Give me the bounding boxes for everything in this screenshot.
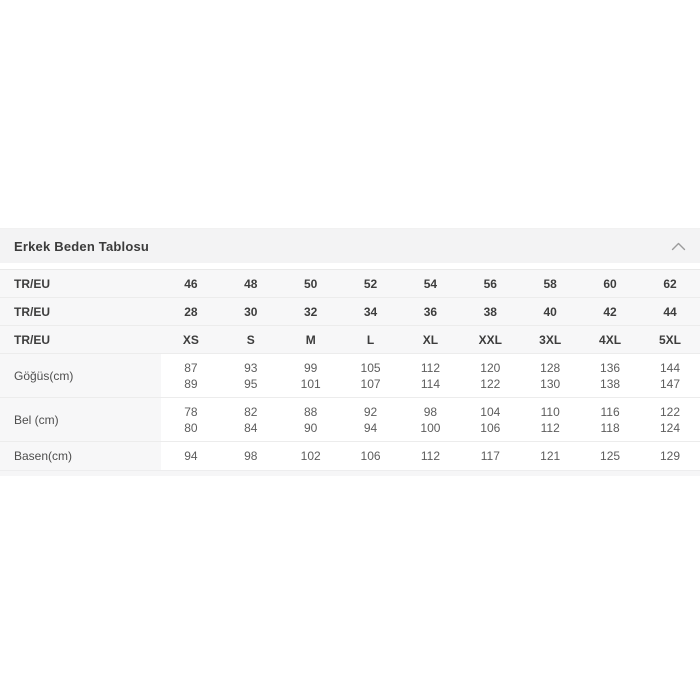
table-cell: 129 [640, 441, 700, 471]
table-cell: 28 [161, 297, 221, 326]
row-label: Bel (cm) [0, 397, 161, 442]
accordion-header[interactable]: Erkek Beden Tablosu [0, 228, 700, 263]
size-chart-panel: Erkek Beden Tablosu TR/EU 46 48 50 52 54… [0, 228, 700, 476]
table-cell: 82 84 [220, 397, 281, 442]
table-cell: 87 89 [161, 353, 221, 398]
table-cell: 88 90 [280, 397, 341, 442]
table-cell: 98 [220, 441, 281, 471]
table-cell: 128 130 [520, 353, 581, 398]
table-cell: 36 [400, 297, 461, 326]
table-cell: 120 122 [460, 353, 521, 398]
table-cell: XS [161, 325, 221, 354]
table-cell: XL [400, 325, 461, 354]
table-cell: 50 [280, 269, 341, 298]
table-cell: XXL [460, 325, 521, 354]
table-cell: 94 [161, 441, 221, 471]
table-cell: 110 112 [520, 397, 581, 442]
table-cell: S [220, 325, 281, 354]
table-cell: 105 107 [340, 353, 401, 398]
table-cell: 125 [580, 441, 640, 471]
table-cell: 32 [280, 297, 341, 326]
table-cell: 117 [460, 441, 521, 471]
table-cell: 56 [460, 269, 521, 298]
row-label: Basen(cm) [0, 441, 161, 471]
table-cell: 92 94 [340, 397, 401, 442]
table-cell: 136 138 [580, 353, 640, 398]
row-label: TR/EU [0, 297, 161, 326]
table-cell: 58 [520, 269, 581, 298]
table-cell: 144 147 [640, 353, 700, 398]
panel-bottom-strip [0, 471, 700, 476]
table-row: Basen(cm) 94 98 102 106 112 117 121 125 … [0, 441, 700, 471]
table-row: Bel (cm) 78 80 82 84 88 90 92 94 98 100 … [0, 397, 700, 442]
table-cell: 106 [340, 441, 401, 471]
table-cell: 93 95 [220, 353, 281, 398]
row-label: TR/EU [0, 325, 161, 354]
table-cell: 78 80 [161, 397, 221, 442]
table-cell: 116 118 [580, 397, 640, 442]
table-cell: 34 [340, 297, 401, 326]
table-row: TR/EU 46 48 50 52 54 56 58 60 62 [0, 269, 700, 298]
table-cell: 42 [580, 297, 640, 326]
table-cell: 104 106 [460, 397, 521, 442]
table-cell: 99 101 [280, 353, 341, 398]
table-cell: M [280, 325, 341, 354]
table-cell: 48 [220, 269, 281, 298]
table-cell: 4XL [580, 325, 640, 354]
table-cell: 112 [400, 441, 461, 471]
table-cell: 62 [640, 269, 700, 298]
table-cell: 46 [161, 269, 221, 298]
table-cell: 5XL [640, 325, 700, 354]
table-cell: 121 [520, 441, 581, 471]
table-cell: 112 114 [400, 353, 461, 398]
table-cell: 54 [400, 269, 461, 298]
table-cell: L [340, 325, 401, 354]
table-row: TR/EU XS S M L XL XXL 3XL 4XL 5XL [0, 325, 700, 354]
table-cell: 40 [520, 297, 581, 326]
table-cell: 30 [220, 297, 281, 326]
row-label: TR/EU [0, 269, 161, 298]
size-table: TR/EU 46 48 50 52 54 56 58 60 62 TR/EU 2… [0, 269, 700, 471]
table-cell: 44 [640, 297, 700, 326]
table-row: TR/EU 28 30 32 34 36 38 40 42 44 [0, 297, 700, 326]
table-cell: 102 [280, 441, 341, 471]
table-cell: 52 [340, 269, 401, 298]
table-cell: 60 [580, 269, 640, 298]
chevron-up-icon[interactable] [671, 242, 686, 251]
row-label: Göğüs(cm) [0, 353, 161, 398]
table-cell: 98 100 [400, 397, 461, 442]
table-cell: 38 [460, 297, 521, 326]
table-row: Göğüs(cm) 87 89 93 95 99 101 105 107 112… [0, 353, 700, 398]
table-cell: 3XL [520, 325, 581, 354]
accordion-title: Erkek Beden Tablosu [14, 238, 150, 254]
table-cell: 122 124 [640, 397, 700, 442]
